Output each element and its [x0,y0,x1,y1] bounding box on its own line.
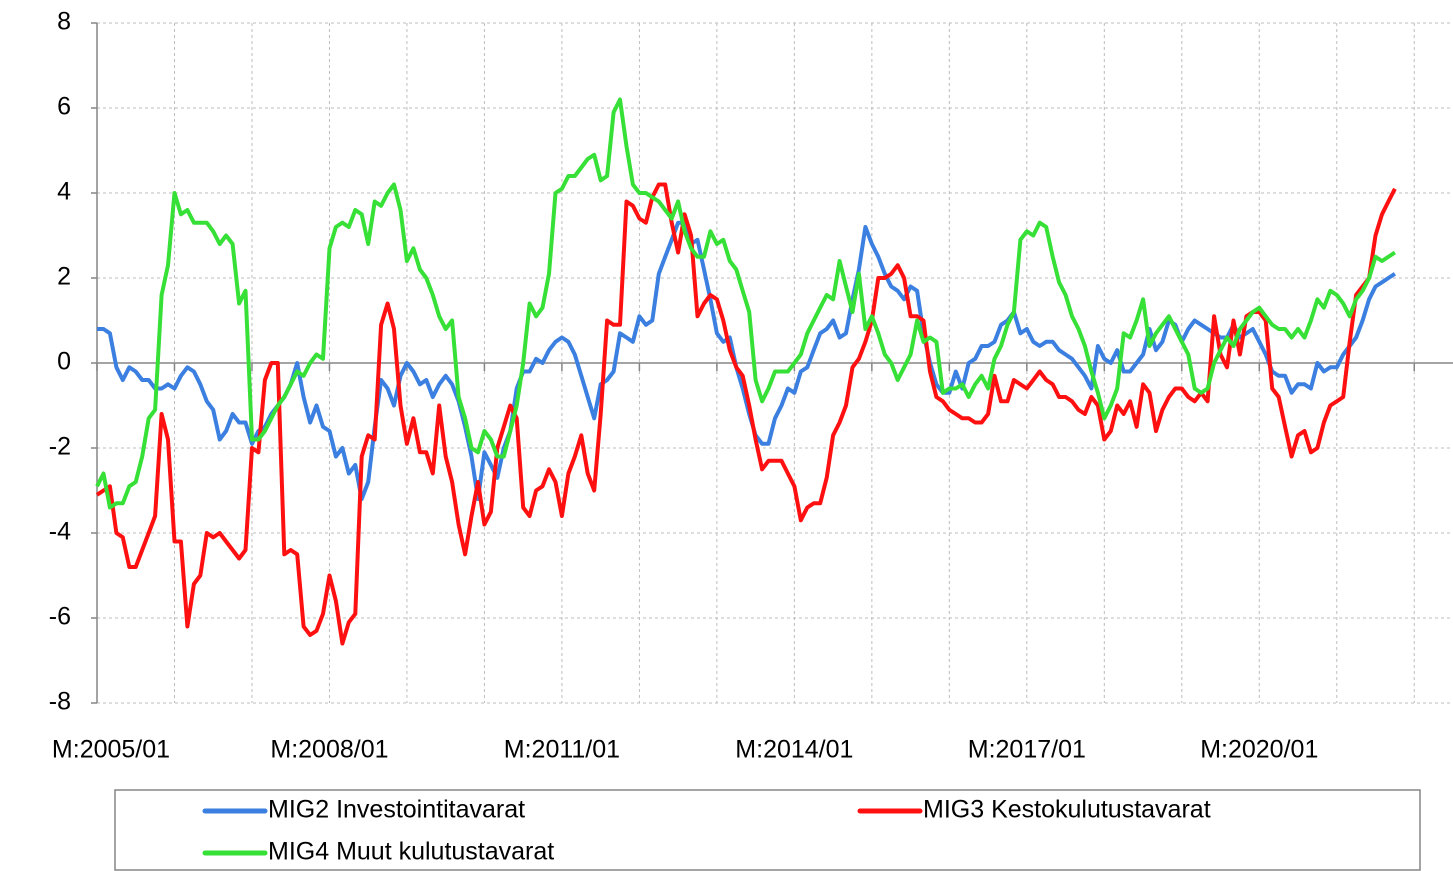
y-tick-label: 4 [57,178,71,206]
y-tick-label: -8 [49,688,71,716]
y-tick-label: 2 [57,263,71,291]
y-tick-label: 0 [57,348,71,376]
x-tick-label: M:2005/01 [52,736,170,764]
legend-box [114,789,1421,871]
y-tick-label: -4 [49,518,71,546]
x-tick-label: M:2011/01 [504,736,620,764]
series-line [95,182,1397,646]
y-tick-label: -2 [49,433,71,461]
legend-label: MIG3 Kestokulutustavarat [923,796,1211,824]
series-line [97,220,1396,501]
x-tick-label: M:2008/01 [270,736,388,764]
series-line [95,97,1397,510]
y-tick-label: 6 [57,93,71,121]
x-tick-label: M:2020/01 [1200,736,1318,764]
x-tick-label: M:2014/01 [735,736,853,764]
legend-label: MIG4 Muut kulutustavarat [268,838,554,866]
legend-label: MIG2 Investointitavarat [268,796,525,824]
x-tick-label: M:2017/01 [968,736,1086,764]
y-tick-label: 8 [57,8,71,36]
y-tick-label: -6 [49,603,71,631]
